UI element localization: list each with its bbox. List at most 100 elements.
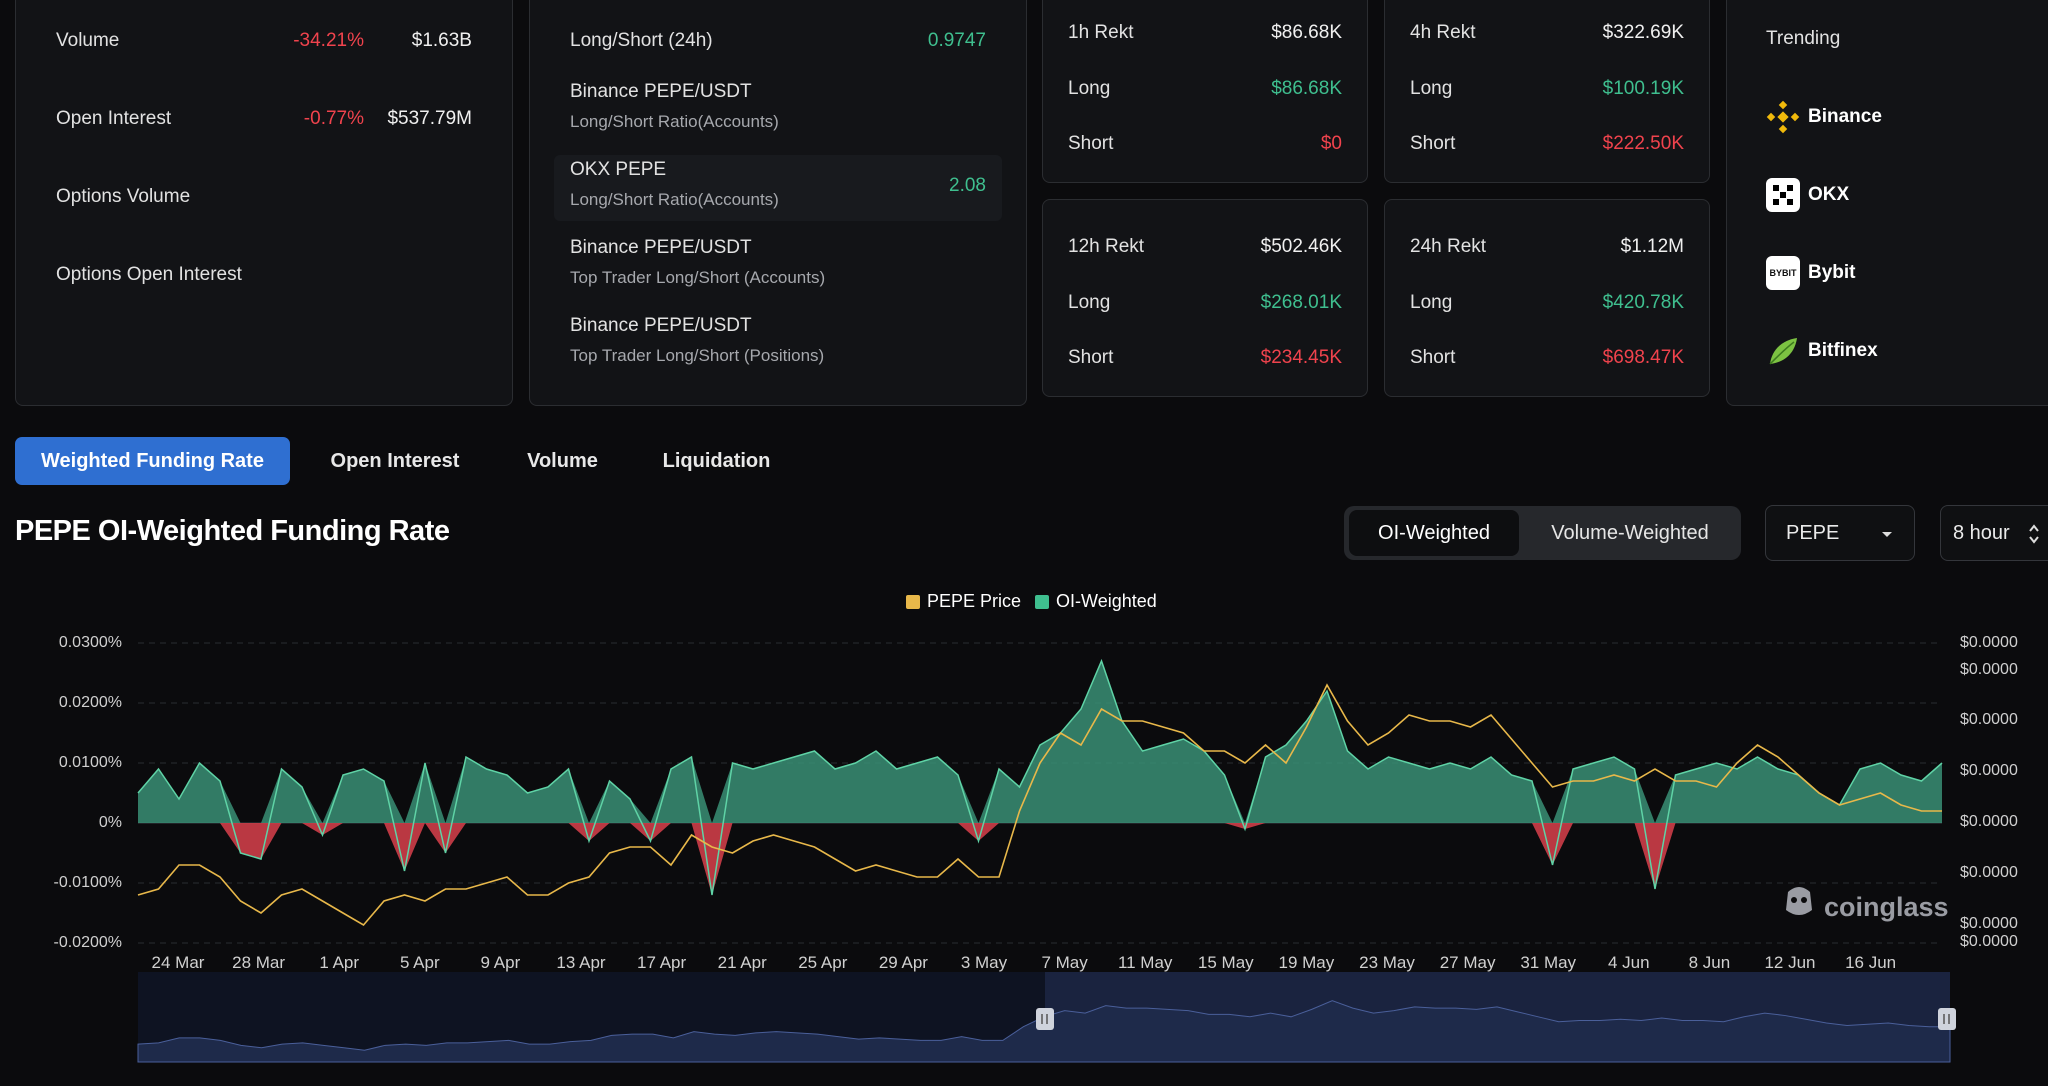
oi-weighted-button[interactable]: OI-Weighted <box>1349 510 1519 556</box>
x-tick-label: 11 May <box>1117 953 1173 972</box>
rekt-long-label: Long <box>1410 78 1453 99</box>
tab-open-interest[interactable]: Open Interest <box>330 449 460 472</box>
rekt-long-label: Long <box>1068 78 1111 99</box>
long-short-row-title: Binance PEPE/USDT <box>570 315 752 336</box>
x-tick-label: 29 Apr <box>878 953 928 972</box>
open-interest-value: $537.79M <box>387 108 472 129</box>
long-short-row-subtitle: Top Trader Long/Short (Positions) <box>570 346 825 365</box>
y-right-tick-label: $0.0000 <box>1960 915 2018 932</box>
long-short-row[interactable]: Binance PEPE/USDT Long/Short Ratio(Accou… <box>554 77 1002 143</box>
trending-item-okx[interactable]: OKX <box>1766 178 1849 212</box>
binance-icon <box>1766 100 1800 134</box>
y-tick-label: 0.0300% <box>58 634 122 651</box>
rekt-long-value: $100.19K <box>1602 78 1684 99</box>
x-tick-label: 31 May <box>1520 953 1577 972</box>
x-tick-label: 13 Apr <box>556 953 606 972</box>
x-tick-label: 12 Jun <box>1764 953 1816 972</box>
long-short-row[interactable]: OKX PEPE Long/Short Ratio(Accounts) 2.08 <box>554 155 1002 221</box>
y-tick-label: -0.0200% <box>53 934 123 951</box>
oi-weighted-line <box>137 658 1943 896</box>
updown-icon <box>2028 522 2040 552</box>
rekt-label: 4h Rekt <box>1410 22 1476 43</box>
x-tick-label: 24 Mar <box>151 953 205 972</box>
chart-legend: PEPE Price OI-Weighted <box>906 591 1157 612</box>
y-tick-label: 0.0200% <box>58 694 122 711</box>
trending-item-name: Binance <box>1808 106 1882 127</box>
rekt-long-value: $268.01K <box>1260 292 1342 313</box>
x-tick-label: 15 May <box>1197 953 1254 972</box>
tab-volume[interactable]: Volume <box>527 449 598 472</box>
open-interest-change: -0.77% <box>303 108 364 129</box>
trending-item-binance[interactable]: Binance <box>1766 100 1882 134</box>
x-tick-label: 19 May <box>1278 953 1335 972</box>
rekt-short-label: Short <box>1410 347 1456 368</box>
long-short-row-title: OKX PEPE <box>570 159 667 180</box>
rekt-4h-card: 4h Rekt $322.69K Long $100.19K Short $22… <box>1384 0 1710 183</box>
long-short-row-subtitle: Long/Short Ratio(Accounts) <box>570 190 779 209</box>
x-tick-label: 21 Apr <box>717 953 767 972</box>
rekt-short-label: Short <box>1068 347 1114 368</box>
x-tick-label: 17 Apr <box>637 953 687 972</box>
caret-down-icon <box>1880 524 1894 550</box>
x-tick-label: 7 May <box>1041 953 1088 972</box>
rekt-long-label: Long <box>1410 292 1453 313</box>
x-tick-label: 16 Jun <box>1845 953 1897 972</box>
rekt-total: $86.68K <box>1271 22 1342 43</box>
trending-item-bitfinex[interactable]: Bitfinex <box>1766 334 1878 368</box>
y-right-tick-label: $0.0000 <box>1960 933 2018 950</box>
legend-price-swatch <box>906 594 920 609</box>
tab-liquidation[interactable]: Liquidation <box>662 449 771 472</box>
rekt-label: 24h Rekt <box>1410 236 1487 257</box>
tab-weighted-funding-rate[interactable]: Weighted Funding Rate <box>15 437 290 485</box>
rekt-12h-card: 12h Rekt $502.46K Long $268.01K Short $2… <box>1042 199 1368 397</box>
trending-item-name: OKX <box>1808 184 1850 205</box>
y-right-tick-label: $0.0000 <box>1960 762 2018 779</box>
oi-weighted-area-positive <box>138 661 1942 823</box>
rekt-long-value: $86.68K <box>1271 78 1342 99</box>
long-short-row[interactable]: Binance PEPE/USDT Top Trader Long/Short … <box>554 311 1002 377</box>
legend-oi-label[interactable]: OI-Weighted <box>1056 591 1157 611</box>
long-short-card: Long/Short (24h) 0.9747 Binance PEPE/USD… <box>529 0 1027 406</box>
long-short-row-subtitle: Long/Short Ratio(Accounts) <box>570 112 779 131</box>
trending-item-name: Bitfinex <box>1808 340 1878 361</box>
legend-oi-swatch <box>1035 594 1050 609</box>
coinglass-logo-icon <box>1782 884 1816 931</box>
y-right-tick-label: $0.0000 <box>1960 813 2018 830</box>
rekt-short-label: Short <box>1068 133 1114 154</box>
weighting-toggle: OI-Weighted Volume-Weighted <box>1344 506 1741 560</box>
y-tick-label: 0% <box>98 814 122 831</box>
pepe-price-line <box>137 683 1942 927</box>
trending-item-bybit[interactable]: BYBIT Bybit <box>1766 256 1856 290</box>
x-tick-label: 5 Apr <box>399 953 440 972</box>
okx-icon <box>1766 178 1800 212</box>
rekt-short-value: $698.47K <box>1602 347 1684 368</box>
volume-weighted-button[interactable]: Volume-Weighted <box>1551 521 1709 544</box>
bybit-icon: BYBIT <box>1766 256 1800 290</box>
x-tick-label: 9 Apr <box>480 953 521 972</box>
symbol-select[interactable]: PEPE <box>1765 505 1915 561</box>
options-volume-label: Options Volume <box>56 186 191 207</box>
y-right-tick-label: $0.0000 <box>1960 634 2018 651</box>
long-short-row-subtitle: Top Trader Long/Short (Accounts) <box>570 268 826 287</box>
long-short-row-title: Binance PEPE/USDT <box>570 81 752 102</box>
x-tick-label: 28 Mar <box>232 953 286 972</box>
long-short-row[interactable]: Binance PEPE/USDT Top Trader Long/Short … <box>554 233 1002 299</box>
y-tick-label: -0.0100% <box>53 874 123 891</box>
long-short-24h-label: Long/Short (24h) <box>570 30 713 51</box>
legend-price-label[interactable]: PEPE Price <box>927 591 1022 611</box>
rekt-label: 12h Rekt <box>1068 236 1145 257</box>
x-tick-label: 8 Jun <box>1688 953 1731 972</box>
long-short-24h-value: 0.9747 <box>927 30 986 51</box>
x-tick-label: 3 May <box>960 953 1008 972</box>
y-right-tick-label: $0.0000 <box>1960 864 2018 881</box>
long-short-row-value: 2.08 <box>949 175 986 196</box>
rekt-short-value: $0 <box>1320 133 1342 154</box>
x-tick-label: 4 Jun <box>1608 953 1650 972</box>
x-tick-label: 23 May <box>1359 953 1415 972</box>
navigator-left-handle[interactable] <box>1036 1008 1054 1030</box>
rekt-short-label: Short <box>1410 133 1456 154</box>
interval-select[interactable]: 8 hour <box>1940 505 2048 561</box>
x-tick-label: 27 May <box>1439 953 1496 972</box>
navigator-right-handle[interactable] <box>1938 1008 1956 1030</box>
